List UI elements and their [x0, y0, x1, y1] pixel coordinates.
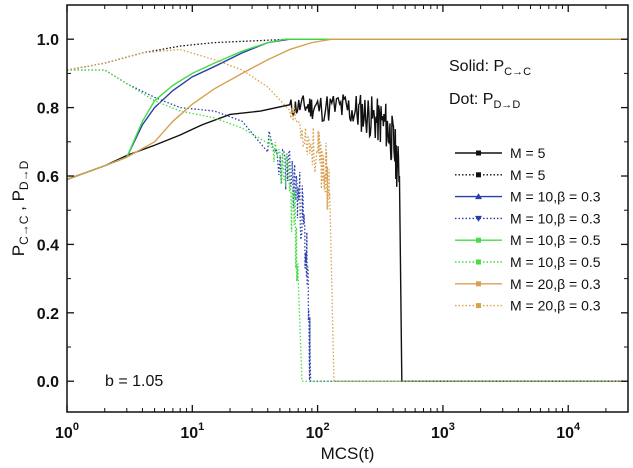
- series-m20-b03-solid: [67, 38, 628, 181]
- legend-m10-b03-solid: M = 10,β = 0.3: [455, 189, 601, 205]
- legend-marker: [476, 259, 481, 265]
- legend-marker: [476, 150, 481, 156]
- legend-label: M = 5: [510, 167, 546, 183]
- x-tick-label: 102: [306, 421, 330, 442]
- legend-label: M = 20,β = 0.3: [510, 298, 601, 314]
- y-title-sub2: D→D: [17, 160, 31, 190]
- x-tick-label: 103: [431, 421, 455, 442]
- legend-m10-b05-solid: M = 10,β = 0.5: [455, 232, 601, 248]
- solid-note: Solid: PC→C: [449, 58, 531, 78]
- dot-note: Dot: PD→D: [449, 91, 520, 111]
- legend-m20-b03-solid: M = 20,β = 0.3: [455, 276, 601, 292]
- legend-marker: [476, 172, 481, 178]
- x-tick-label: 100: [55, 421, 79, 442]
- legend: M = 5 M = 5 M = 10,β = 0.3 M = 10,β = 0.3 M …: [455, 145, 601, 314]
- y-title-p1: P: [9, 245, 28, 256]
- legend-label: M = 5: [510, 145, 546, 161]
- legend-m5-solid: M = 5: [455, 145, 546, 161]
- series-m10-b05-dotted: [67, 69, 628, 382]
- legend-label: M = 20,β = 0.3: [510, 276, 601, 292]
- series-m5-dotted: [67, 38, 628, 71]
- legend-label: M = 10,β = 0.3: [510, 210, 601, 226]
- plot-frame: [66, 4, 629, 413]
- x-axis-title: MCS(t): [321, 444, 375, 463]
- b-parameter-label: b = 1.05: [105, 373, 163, 390]
- y-tick-label: 1.0: [37, 32, 59, 49]
- x-tick-label: 104: [556, 421, 581, 442]
- y-tick-label: 0.2: [37, 306, 59, 323]
- dot-note-sub: D→D: [493, 99, 520, 111]
- y-tick-label: 0.6: [37, 169, 59, 186]
- x-tick-label: 101: [180, 421, 204, 442]
- legend-marker: [476, 237, 481, 243]
- y-title-sub1: C→C: [17, 215, 31, 245]
- solid-note-prefix: Solid: P: [449, 58, 504, 75]
- y-tick-label: 0.4: [37, 237, 59, 254]
- y-axis-title: PC→C , PD→D: [9, 160, 31, 256]
- legend-marker: [476, 281, 481, 287]
- ticks-layer: 0.0 0.2 0.4 0.6 0.8 1.0 100 101 102 103 104: [37, 5, 628, 442]
- legend-marker: [476, 303, 481, 309]
- series-layer: [67, 38, 628, 382]
- legend-label: M = 10,β = 0.5: [510, 254, 601, 270]
- legend-label: M = 10,β = 0.5: [510, 232, 601, 248]
- y-tick-label: 0.0: [37, 374, 59, 391]
- legend-m5-dotted: M = 5: [455, 167, 546, 183]
- series-m20-b03-dotted: [67, 48, 628, 382]
- legend-label: M = 10,β = 0.3: [510, 189, 601, 205]
- y-title-sep: ,: [9, 201, 28, 215]
- solid-note-sub: C→C: [504, 66, 531, 78]
- legend-marker: [475, 193, 482, 200]
- y-tick-label: 0.8: [37, 101, 59, 118]
- y-title-p2: P: [9, 190, 28, 201]
- dot-note-prefix: Dot: P: [449, 91, 493, 108]
- legend-m20-b03-dotted: M = 20,β = 0.3: [455, 298, 601, 314]
- legend-marker: [475, 215, 482, 222]
- series-m5-solid: [67, 94, 628, 382]
- legend-m10-b05-dotted: M = 10,β = 0.5: [455, 254, 601, 270]
- legend-m10-b03-dotted: M = 10,β = 0.3: [455, 210, 601, 226]
